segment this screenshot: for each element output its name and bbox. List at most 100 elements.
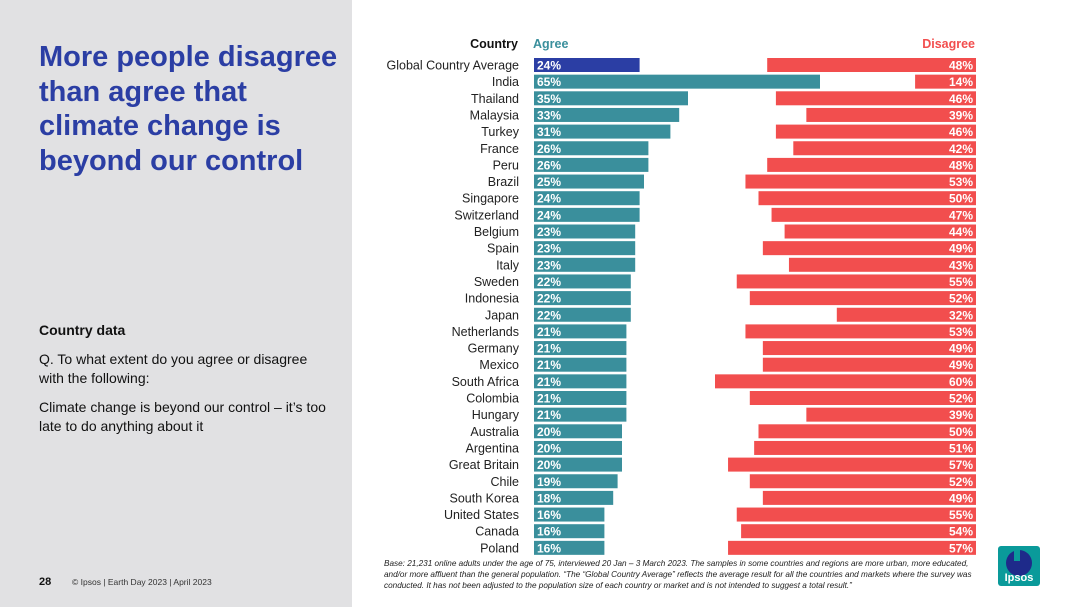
agree-bar-germany xyxy=(534,341,627,356)
country-label-chile: Chile xyxy=(491,475,520,489)
survey-statement: Climate change is beyond our control – i… xyxy=(39,399,326,434)
country-label-france: France xyxy=(480,142,519,156)
disagree-bar-chile xyxy=(749,474,976,489)
agree-value-argentina: 20% xyxy=(537,441,561,455)
agree-value-turkey: 31% xyxy=(537,125,561,139)
disagree-bar-peru xyxy=(767,157,976,172)
disagree-value-chile: 52% xyxy=(949,475,973,489)
disagree-value-australia: 50% xyxy=(949,425,973,439)
country-label-japan: Japan xyxy=(485,308,519,322)
agree-value-switzerland: 24% xyxy=(537,208,561,222)
agree-bar-switzerland xyxy=(534,207,640,222)
disagree-bar-colombia xyxy=(749,391,976,405)
agree-bar-colombia xyxy=(534,391,627,405)
country-label-belgium: Belgium xyxy=(474,225,519,239)
disagree-value-italy: 43% xyxy=(949,258,973,272)
agree-bar-india xyxy=(534,74,820,89)
disagree-value-netherlands: 53% xyxy=(949,325,973,339)
agree-value-peru: 26% xyxy=(537,158,561,172)
agree-value-indonesia: 22% xyxy=(537,292,561,306)
country-label-poland: Poland xyxy=(480,541,519,555)
agree-bar-singapore xyxy=(534,191,640,206)
disagree-bar-south-africa xyxy=(715,374,976,389)
disagree-value-india: 14% xyxy=(949,75,973,89)
disagree-bar-south-korea xyxy=(762,490,976,505)
country-label-south-africa: South Africa xyxy=(452,375,519,389)
disagree-value-united-states: 55% xyxy=(949,508,973,522)
agree-bar-united-states xyxy=(534,507,605,522)
country-label-argentina: Argentina xyxy=(465,441,519,455)
disagree-value-canada: 54% xyxy=(949,525,973,539)
country-label-south-korea: South Korea xyxy=(450,491,520,505)
disagree-value-malaysia: 39% xyxy=(949,108,973,122)
agree-value-thailand: 35% xyxy=(537,92,561,106)
disagree-value-peru: 48% xyxy=(949,158,973,172)
country-label-india: India xyxy=(492,75,519,89)
agree-bar-indonesia xyxy=(534,291,631,306)
survey-question: Q. To what extent do you agree or disagr… xyxy=(39,351,308,386)
agree-bar-france xyxy=(534,141,649,156)
agree-column-header: Agree xyxy=(533,37,569,51)
agree-value-great-britain: 20% xyxy=(537,458,561,472)
agree-bar-malaysia xyxy=(534,107,680,122)
country-label-malaysia: Malaysia xyxy=(470,108,519,122)
disagree-value-south-korea: 49% xyxy=(949,491,973,505)
disagree-value-switzerland: 47% xyxy=(949,208,973,222)
disagree-bar-indonesia xyxy=(749,291,976,306)
disagree-value-spain: 49% xyxy=(949,242,973,256)
agree-bar-spain xyxy=(534,241,636,256)
country-label-canada: Canada xyxy=(475,525,519,539)
disagree-bar-malaysia xyxy=(806,107,976,122)
agree-bar-hungary xyxy=(534,407,627,422)
disagree-value-sweden: 55% xyxy=(949,275,973,289)
disagree-bar-japan xyxy=(836,307,976,322)
country-label-turkey: Turkey xyxy=(481,125,519,139)
disagree-bar-united-states xyxy=(736,507,976,522)
disagree-value-global-country-average: 48% xyxy=(949,59,973,73)
agree-bar-netherlands xyxy=(534,324,627,339)
disagree-bar-spain xyxy=(762,241,976,256)
agree-bar-south-africa xyxy=(534,374,627,389)
agree-value-singapore: 24% xyxy=(537,192,561,206)
logo-text: Ipsos xyxy=(1005,572,1034,584)
disagree-bar-hungary xyxy=(806,407,976,422)
country-label-brazil: Brazil xyxy=(488,175,519,189)
country-label-united-states: United States xyxy=(444,508,519,522)
country-label-singapore: Singapore xyxy=(462,192,519,206)
disagree-bar-canada xyxy=(741,524,976,539)
agree-value-united-states: 16% xyxy=(537,508,561,522)
disagree-value-germany: 49% xyxy=(949,342,973,356)
agree-bar-sweden xyxy=(534,274,631,289)
disagree-value-singapore: 50% xyxy=(949,192,973,206)
country-label-spain: Spain xyxy=(487,242,519,256)
agree-value-south-korea: 18% xyxy=(537,491,561,505)
disagree-value-poland: 57% xyxy=(949,541,973,555)
agree-value-malaysia: 33% xyxy=(537,108,561,122)
disagree-bar-mexico xyxy=(762,357,976,372)
disagree-value-france: 42% xyxy=(949,142,973,156)
disagree-value-japan: 32% xyxy=(949,308,973,322)
country-label-netherlands: Netherlands xyxy=(452,325,519,339)
disagree-column-header: Disagree xyxy=(922,37,975,51)
disagree-bar-great-britain xyxy=(728,457,976,472)
disagree-value-turkey: 46% xyxy=(949,125,973,139)
disagree-bar-thailand xyxy=(775,91,976,106)
agree-value-japan: 22% xyxy=(537,308,561,322)
agree-bar-global-country-average xyxy=(534,58,640,72)
country-label-thailand: Thailand xyxy=(471,92,519,106)
agree-value-hungary: 21% xyxy=(537,408,561,422)
agree-bar-australia xyxy=(534,424,622,439)
disagree-value-great-britain: 57% xyxy=(949,458,973,472)
country-label-switzerland: Switzerland xyxy=(454,208,519,222)
disagree-bar-singapore xyxy=(758,191,976,206)
ipsos-logo: Ipsos xyxy=(998,546,1040,586)
disagree-bar-switzerland xyxy=(771,207,976,222)
country-label-germany: Germany xyxy=(468,342,520,356)
country-label-indonesia: Indonesia xyxy=(465,292,519,306)
agree-value-australia: 20% xyxy=(537,425,561,439)
country-label-global-country-average: Global Country Average xyxy=(387,59,520,73)
disagree-bar-argentina xyxy=(754,440,976,455)
agree-value-colombia: 21% xyxy=(537,392,561,406)
bar-chart: Global Country Average 24% 48% India 65% 14% T… xyxy=(387,58,976,555)
country-label-australia: Australia xyxy=(470,425,519,439)
